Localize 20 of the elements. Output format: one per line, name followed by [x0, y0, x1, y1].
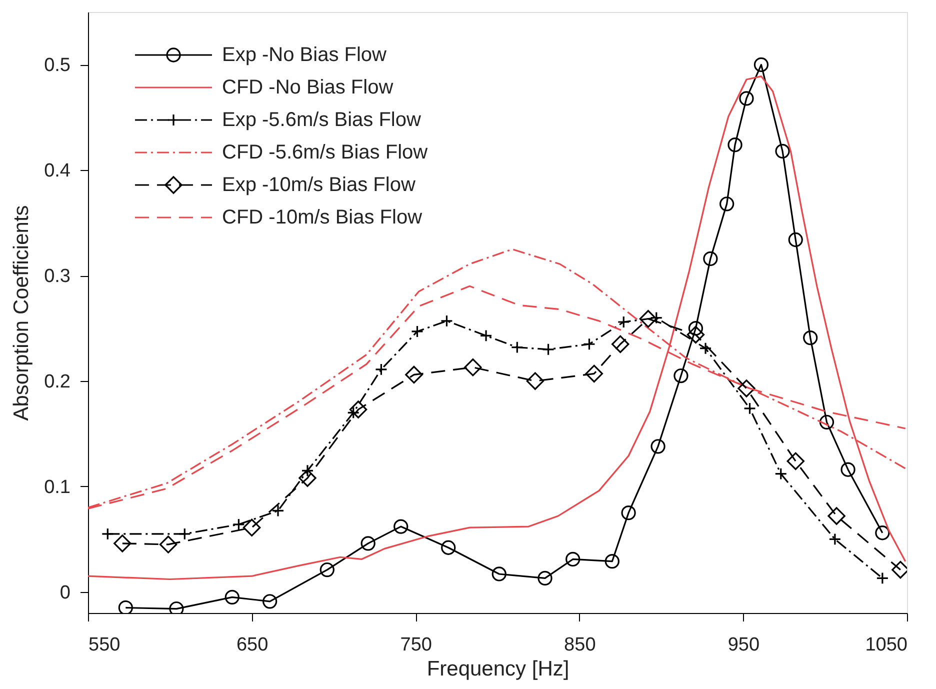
x-tick-label: 850: [564, 634, 596, 656]
legend-label: CFD -5.6m/s Bias Flow: [222, 142, 428, 164]
legend-label: CFD -10m/s Bias Flow: [222, 206, 423, 228]
legend-label: Exp -10m/s Bias Flow: [222, 174, 416, 196]
x-axis-title: Frequency [Hz]: [426, 658, 570, 680]
y-tick-label: 0.2: [44, 372, 70, 393]
legend-label: CFD -No Bias Flow: [222, 76, 394, 98]
legend-label: Exp -No Bias Flow: [222, 44, 388, 66]
x-tick-label: 750: [400, 634, 432, 656]
x-tick-label: 950: [728, 634, 760, 656]
y-axis-title: Absorption Coefficients: [10, 205, 34, 421]
y-tick-label: 0.4: [44, 160, 71, 182]
y-tick-label: 0.1: [44, 476, 70, 498]
x-tick-label: 1050: [865, 634, 908, 656]
x-tick-label: 550: [88, 634, 120, 656]
y-tick-label: 0: [60, 582, 70, 604]
y-tick-label: 0.3: [44, 266, 70, 288]
y-tick-label: 0.5: [44, 55, 70, 76]
x-tick-label: 650: [236, 634, 268, 656]
legend-label: Exp -5.6m/s Bias Flow: [222, 109, 422, 131]
